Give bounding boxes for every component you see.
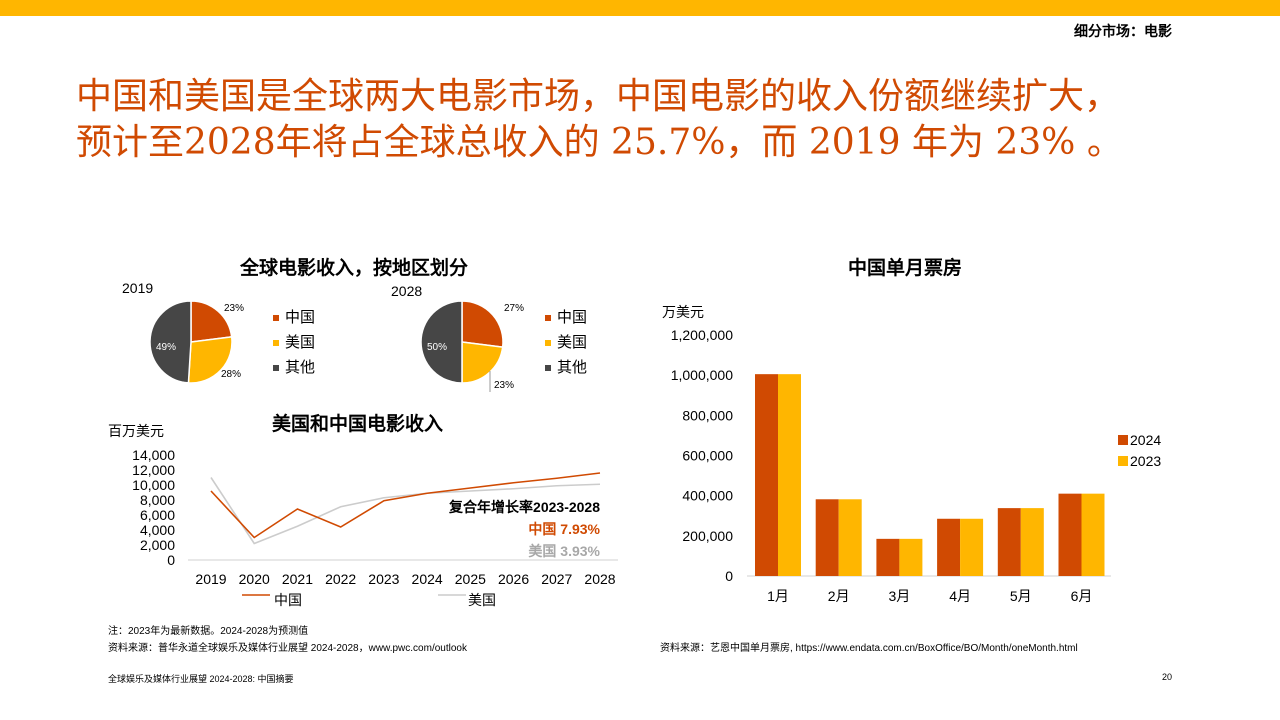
- bar-y-tick: 600,000: [682, 448, 733, 464]
- line-y-axis-unit: 百万美元: [108, 423, 164, 439]
- bar-2024-3月: [876, 538, 900, 576]
- pie-value-label-2028-0: 27%: [504, 303, 524, 314]
- bar-2023-5月: [1020, 508, 1044, 576]
- bar-2024-4月: [937, 518, 961, 576]
- line-x-tick: 2025: [455, 571, 486, 587]
- line-x-tick: 2026: [498, 571, 529, 587]
- bar-y-axis-unit: 万美元: [662, 304, 704, 320]
- bar-chart-title: 中国单月票房: [848, 258, 963, 279]
- line-x-tick: 2028: [584, 571, 615, 587]
- pie-slice-2019-1: [187, 336, 233, 384]
- pie-value-label-2028-1: 23%: [494, 380, 514, 391]
- line-legend-label-china: 中国: [274, 592, 302, 608]
- bar-x-tick: 6月: [1071, 588, 1093, 604]
- line-y-tick: 2,000: [140, 537, 175, 553]
- line-y-tick: 8,000: [140, 492, 175, 508]
- line-series-usa: [210, 477, 601, 545]
- line-y-tick: 14,000: [132, 447, 175, 463]
- pie-slice-2019-2: [149, 300, 192, 384]
- pie-value-label-2019-1: 28%: [221, 369, 241, 380]
- legend-swatch-2028-1: [545, 340, 551, 346]
- legend-label-2019-2: 其他: [285, 359, 315, 376]
- bar-x-tick: 4月: [949, 588, 971, 604]
- bar-legend-swatch-2024: [1118, 435, 1128, 445]
- line-y-tick: 0: [167, 552, 175, 568]
- line-x-tick: 2027: [541, 571, 572, 587]
- line-legend-label-usa: 美国: [468, 592, 496, 608]
- legend-label-2019-0: 中国: [285, 309, 315, 326]
- legend-label-2028-2: 其他: [557, 359, 587, 376]
- data-note: 注：2023年为最新数据。2024-2028为预测值: [108, 626, 309, 637]
- line-x-tick: 2019: [195, 571, 226, 587]
- pie-year-label-2028: 2028: [391, 283, 422, 299]
- footer-text: 全球娱乐及媒体行业展望 2024-2028: 中国摘要: [108, 674, 294, 684]
- line-series-china: [210, 472, 601, 539]
- cagr-china: 中国 7.93%: [528, 521, 600, 537]
- bar-2023-4月: [960, 518, 984, 576]
- source-left: 资料来源：普华永道全球娱乐及媒体行业展望 2024-2028，www.pwc.c…: [108, 643, 467, 654]
- pie-year-label-2019: 2019: [122, 280, 153, 296]
- bar-y-tick: 1,200,000: [671, 327, 733, 343]
- bar-2024-2月: [815, 499, 839, 576]
- section-label: 细分市场：电影: [1074, 23, 1172, 39]
- pie-value-label-2019-2: 49%: [156, 342, 176, 353]
- bar-y-tick: 200,000: [682, 528, 733, 544]
- pie-slice-2028-0: [461, 300, 504, 348]
- cagr-usa: 美国 3.93%: [528, 543, 600, 559]
- bar-2023-6月: [1081, 493, 1105, 576]
- line-x-tick: 2021: [282, 571, 313, 587]
- pie-slice-2028-2: [420, 300, 463, 384]
- bar-legend-label-2024: 2024: [1130, 432, 1161, 448]
- line-y-tick: 10,000: [132, 477, 175, 493]
- headline-line-1: 中国和美国是全球两大电影市场，中国电影的收入份额继续扩大，: [76, 76, 1121, 117]
- line-x-tick: 2020: [239, 571, 270, 587]
- bar-y-tick: 0: [725, 568, 733, 584]
- pie-value-label-2019-0: 23%: [224, 303, 244, 314]
- line-x-tick: 2023: [368, 571, 399, 587]
- legend-swatch-2028-0: [545, 315, 551, 321]
- line-y-tick: 12,000: [132, 462, 175, 478]
- source-right: 资料来源：艺恩中国单月票房, https://www.endata.com.cn…: [660, 643, 1078, 654]
- pie-slice-2019-0: [190, 300, 233, 343]
- bar-legend-swatch-2023: [1118, 456, 1128, 466]
- bar-y-tick: 800,000: [682, 407, 733, 423]
- legend-swatch-2019-2: [273, 365, 279, 371]
- bar-x-tick: 2月: [828, 588, 850, 604]
- bar-y-tick: 400,000: [682, 488, 733, 504]
- bar-2023-1月: [778, 374, 801, 576]
- page-headline: 中国和美国是全球两大电影市场，中国电影的收入份额继续扩大， 预计至2028年将占…: [76, 74, 1236, 166]
- headline-line-2: 预计至2028年将占全球总收入的 25.7%，而 2019 年为 23% 。: [76, 122, 1123, 163]
- line-x-tick: 2024: [412, 571, 443, 587]
- line-y-tick: 6,000: [140, 507, 175, 523]
- bar-2023-3月: [899, 538, 923, 576]
- bar-x-tick: 3月: [889, 588, 911, 604]
- bar-2024-5月: [997, 508, 1021, 576]
- bar-2024-6月: [1058, 493, 1082, 576]
- legend-swatch-2019-0: [273, 315, 279, 321]
- pie-slice-2028-1: [461, 341, 504, 384]
- top-accent-bar: [0, 0, 1280, 16]
- bar-x-tick: 1月: [767, 588, 789, 604]
- bar-y-tick: 1,000,000: [671, 367, 733, 383]
- bar-2023-2月: [838, 499, 862, 576]
- legend-label-2028-1: 美国: [557, 334, 587, 351]
- legend-swatch-2028-2: [545, 365, 551, 371]
- line-chart-title: 美国和中国电影收入: [272, 414, 444, 435]
- page-number: 20: [1162, 672, 1173, 682]
- bar-x-tick: 5月: [1010, 588, 1032, 604]
- bar-2024-1月: [755, 374, 778, 576]
- legend-swatch-2019-1: [273, 340, 279, 346]
- cagr-title: 复合年增长率2023-2028: [448, 499, 600, 515]
- legend-label-2028-0: 中国: [557, 309, 587, 326]
- bar-legend-label-2023: 2023: [1130, 453, 1161, 469]
- pie-chart-title: 全球电影收入，按地区划分: [240, 258, 469, 279]
- legend-label-2019-1: 美国: [285, 334, 315, 351]
- line-y-tick: 4,000: [140, 522, 175, 538]
- pie-value-label-2028-2: 50%: [427, 342, 447, 353]
- line-x-tick: 2022: [325, 571, 356, 587]
